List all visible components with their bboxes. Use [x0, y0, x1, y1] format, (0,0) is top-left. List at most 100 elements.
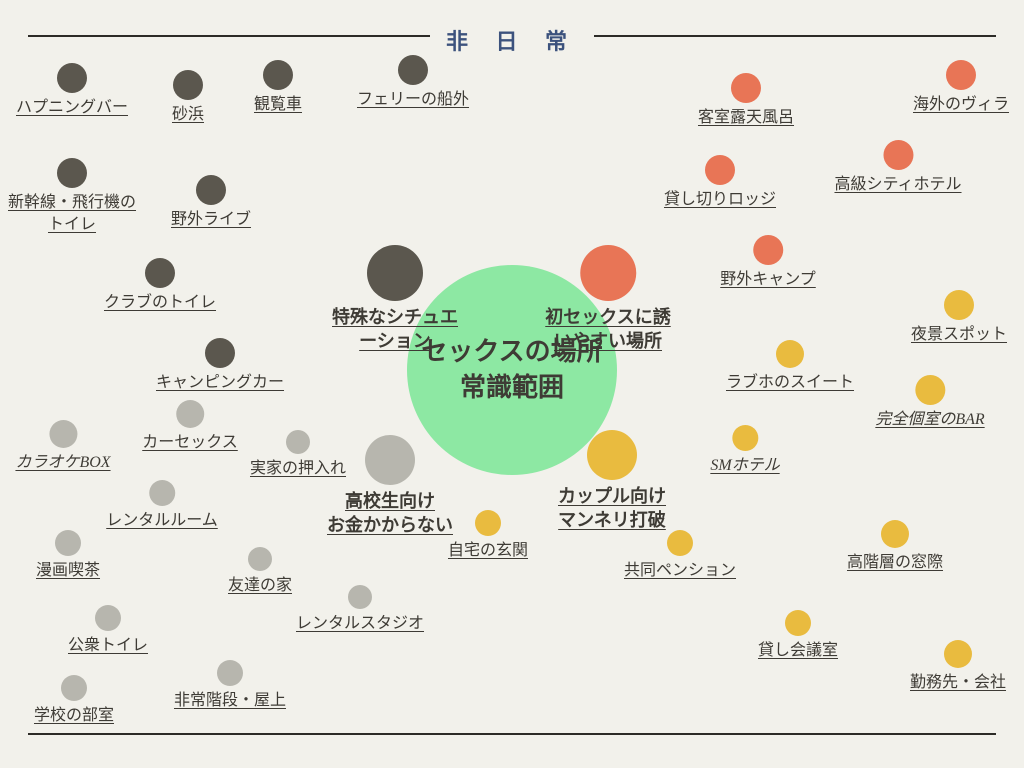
node-dot: [55, 530, 81, 556]
node-label: レンタルスタジオ: [296, 613, 424, 635]
node: 貸し会議室: [758, 610, 838, 662]
node-label: 野外ライブ: [171, 209, 251, 231]
top-title: 非 日 常: [446, 24, 578, 56]
node-dot: [248, 547, 272, 571]
node-label: カーセックス: [142, 432, 238, 454]
node: 漫画喫茶: [36, 530, 100, 582]
node: 客室露天風呂: [698, 73, 794, 129]
node-label: 共同ペンション: [624, 560, 736, 582]
node-label: 海外のヴィラ: [913, 94, 1009, 116]
node-dot: [205, 338, 235, 368]
node: ハプニングバー: [16, 63, 128, 119]
node-label: ハプニングバー: [16, 97, 128, 119]
node-dot: [57, 63, 87, 93]
node-label: 貸し切りロッジ: [664, 189, 776, 211]
node-dot: [881, 520, 909, 548]
node-dot: [731, 73, 761, 103]
node-dot: [944, 640, 972, 668]
node-dot: [61, 675, 87, 701]
node: 共同ペンション: [624, 530, 736, 582]
node: 高級シティホテル: [834, 140, 961, 196]
node-label: 客室露天風呂: [698, 107, 794, 129]
rule-2: [28, 733, 996, 735]
node-label: 高階層の窓際: [847, 552, 943, 574]
node: クラブのトイレ: [104, 258, 216, 314]
node: 砂浜: [172, 70, 204, 126]
node: ラブホのスイート: [726, 340, 854, 394]
node-label: 初セックスに誘 いやすい場所: [545, 305, 670, 354]
node-dot: [217, 660, 243, 686]
node-dot: [944, 290, 974, 320]
node-label: フェリーの船外: [357, 89, 469, 111]
hub-first: 初セックスに誘 いやすい場所: [545, 245, 670, 354]
node-label: レンタルルーム: [106, 510, 218, 532]
node: レンタルルーム: [106, 480, 218, 532]
node: フェリーの船外: [357, 55, 469, 111]
node: 貸し切りロッジ: [664, 155, 776, 211]
node: 夜景スポット: [911, 290, 1007, 346]
node-label: 非常階段・屋上: [174, 690, 286, 712]
node-dot: [776, 340, 804, 368]
node-label: カップル向け マンネリ打破: [558, 484, 666, 533]
node-dot: [946, 60, 976, 90]
node-label: 実家の押入れ: [250, 458, 346, 480]
node: 海外のヴィラ: [913, 60, 1009, 116]
node: 野外キャンプ: [720, 235, 816, 291]
node-dot: [49, 420, 77, 448]
node-label: 学校の部室: [34, 705, 114, 727]
node: 学校の部室: [34, 675, 114, 727]
node: キャンピングカー: [156, 338, 284, 394]
node: 新幹線・飛行機の トイレ: [8, 158, 136, 235]
node-dot: [95, 605, 121, 631]
node: カーセックス: [142, 400, 238, 454]
node-label: 高級シティホテル: [834, 174, 961, 196]
node-dot: [286, 430, 310, 454]
node: レンタルスタジオ: [296, 585, 424, 635]
node-label: キャンピングカー: [156, 372, 284, 394]
node: 公衆トイレ: [68, 605, 148, 657]
node-dot: [753, 235, 783, 265]
node-dot: [196, 175, 226, 205]
node-dot: [785, 610, 811, 636]
node: 完全個室のBAR: [875, 375, 984, 431]
node-label: 高校生向け お金かからない: [327, 489, 453, 538]
node-dot: [915, 375, 945, 405]
node-label: 公衆トイレ: [68, 635, 148, 657]
node-dot: [176, 400, 204, 428]
mindmap-canvas: 非 日 常セックスの場所 常識範囲特殊なシチュエ ーション初セックスに誘 いやす…: [0, 0, 1024, 768]
node: カラオケBOX: [15, 420, 110, 474]
node-dot: [398, 55, 428, 85]
hub-special: 特殊なシチュエ ーション: [332, 245, 458, 354]
node-dot: [348, 585, 372, 609]
node: 勤務先・会社: [910, 640, 1006, 694]
node-label: 新幹線・飛行機の トイレ: [8, 192, 136, 235]
node-dot: [57, 158, 87, 188]
node-label: カラオケBOX: [15, 452, 110, 474]
node-label: 友達の家: [228, 575, 292, 597]
node: 観覧車: [254, 60, 302, 116]
hub-couple: カップル向け マンネリ打破: [558, 430, 666, 533]
node: 実家の押入れ: [250, 430, 346, 480]
rule-1: [594, 35, 996, 37]
node-label: SMホテル: [710, 455, 779, 477]
node-label: 砂浜: [172, 104, 204, 126]
node: SMホテル: [710, 425, 779, 477]
node-dot: [883, 140, 913, 170]
node-dot: [667, 530, 693, 556]
node-dot: [145, 258, 175, 288]
node-label: 夜景スポット: [911, 324, 1007, 346]
node-label: 観覧車: [254, 94, 302, 116]
node-label: 貸し会議室: [758, 640, 838, 662]
node-label: 勤務先・会社: [910, 672, 1006, 694]
node-label: クラブのトイレ: [104, 292, 216, 314]
node: 自宅の玄関: [448, 510, 528, 562]
node-dot: [475, 510, 501, 536]
node: 友達の家: [228, 547, 292, 597]
node-label: 完全個室のBAR: [875, 409, 984, 431]
node-dot: [365, 435, 415, 485]
node-label: 野外キャンプ: [720, 269, 816, 291]
node: 非常階段・屋上: [174, 660, 286, 712]
node-dot: [263, 60, 293, 90]
node: 高階層の窓際: [847, 520, 943, 574]
node-dot: [367, 245, 423, 301]
